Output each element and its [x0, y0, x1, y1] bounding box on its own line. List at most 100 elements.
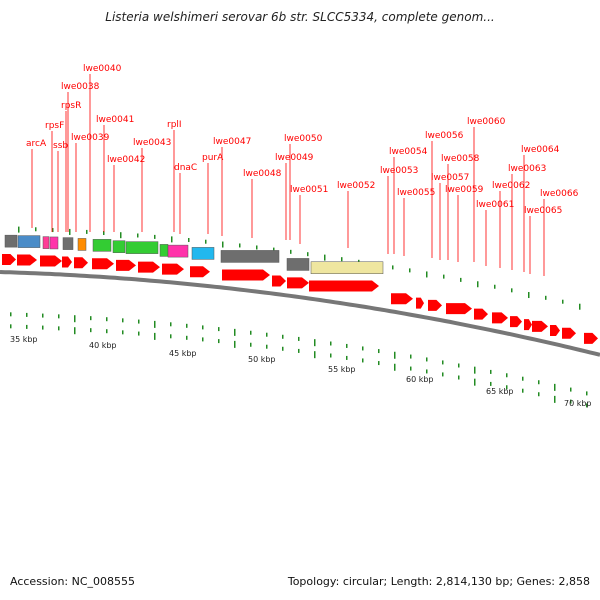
tick-mark	[554, 395, 556, 403]
kbp-label: 55 kbp	[328, 365, 356, 374]
feature-block	[286, 258, 310, 271]
tick-mark	[394, 351, 396, 359]
cds-arrow	[2, 254, 16, 266]
tick-mark	[330, 341, 332, 346]
tick-mark	[35, 227, 37, 232]
feature-block	[125, 241, 159, 254]
tick-mark	[562, 299, 564, 304]
tick-mark	[410, 366, 412, 371]
tick-mark	[362, 358, 364, 363]
tick-mark	[90, 328, 92, 333]
tick-mark	[186, 323, 188, 328]
kbp-tick-group	[10, 226, 588, 396]
tick-mark	[202, 337, 204, 342]
cds-arrow	[550, 324, 560, 336]
tick-mark	[586, 403, 588, 408]
tick-mark	[474, 366, 476, 374]
tick-mark	[538, 380, 540, 385]
gene-label: ssb	[53, 141, 68, 151]
cds-arrow	[446, 303, 472, 315]
tick-mark	[346, 343, 348, 348]
tick-mark	[120, 232, 122, 239]
gene-label: lwe0066	[540, 189, 579, 199]
tick-mark	[222, 241, 224, 248]
cds-arrow	[428, 299, 442, 311]
tick-mark	[330, 353, 332, 358]
tick-mark	[409, 268, 411, 273]
kbp-label: 60 kbp	[406, 375, 434, 384]
tick-mark	[545, 295, 547, 300]
gene-label: lwe0057	[431, 173, 469, 183]
tick-mark	[218, 327, 220, 332]
cds-arrow	[287, 277, 309, 289]
tick-mark	[74, 327, 76, 335]
tick-mark	[106, 329, 108, 334]
tick-mark	[42, 325, 44, 330]
feature-block	[191, 247, 215, 260]
map-title: Listeria welshimeri serovar 6b str. SLCC…	[105, 10, 495, 24]
cds-track	[2, 254, 598, 344]
gene-label: lwe0043	[133, 138, 171, 148]
tick-mark	[298, 336, 300, 341]
tick-mark	[58, 326, 60, 331]
tick-mark	[234, 340, 236, 348]
tick-mark	[138, 319, 140, 324]
kbp-label: 45 kbp	[169, 349, 197, 358]
tick-mark	[74, 315, 76, 323]
tick-mark	[103, 230, 105, 235]
cds-arrow	[391, 293, 413, 305]
tick-mark	[570, 387, 572, 392]
kbp-label: 50 kbp	[248, 355, 276, 364]
tick-mark	[170, 322, 172, 327]
tick-mark	[314, 339, 316, 347]
cds-arrow	[584, 332, 598, 344]
tick-mark	[477, 281, 479, 288]
tick-mark	[490, 381, 492, 386]
tick-mark	[154, 320, 156, 328]
tick-mark	[282, 334, 284, 339]
gene-label: lwe0049	[275, 153, 314, 163]
gene-label: lwe0039	[71, 133, 110, 143]
tick-mark	[362, 346, 364, 351]
gene-label: lwe0058	[441, 154, 480, 164]
tick-mark	[18, 226, 20, 233]
feature-block	[49, 236, 59, 250]
tick-mark	[307, 252, 309, 257]
tick-mark	[58, 314, 60, 319]
tick-mark	[186, 335, 188, 340]
cds-arrow	[74, 257, 88, 269]
gene-label: lwe0050	[284, 134, 323, 144]
tick-mark	[234, 328, 236, 336]
tick-mark	[392, 265, 394, 270]
gene-label: lwe0060	[467, 117, 506, 127]
tick-mark	[378, 361, 380, 366]
tick-mark	[586, 391, 588, 396]
feature-block	[220, 250, 280, 263]
cds-arrow	[162, 263, 184, 275]
gene-label: lwe0051	[290, 185, 328, 195]
tick-mark	[474, 378, 476, 386]
tick-mark	[346, 355, 348, 360]
tick-mark	[522, 388, 524, 393]
tick-mark	[122, 318, 124, 323]
kbp-labels: 35 kbp 40 kbp 45 kbp 50 kbp 55 kbp 60 kbp 65 k…	[10, 335, 592, 408]
feature-block	[77, 238, 87, 251]
gene-label: arcA	[26, 139, 47, 149]
tick-mark	[490, 369, 492, 374]
tick-mark	[188, 238, 190, 243]
tick-mark	[170, 334, 172, 339]
gene-label: lwe0063	[508, 164, 546, 174]
tick-mark	[570, 399, 572, 404]
tick-mark	[511, 288, 513, 293]
tick-mark	[394, 363, 396, 371]
feature-block	[62, 237, 74, 250]
feature-block	[4, 234, 18, 248]
cds-arrow	[309, 280, 379, 292]
tick-mark	[250, 342, 252, 347]
gene-label: rpsF	[45, 121, 64, 131]
cds-arrow	[532, 320, 548, 332]
gene-label: lwe0061	[476, 200, 514, 210]
tick-mark	[314, 351, 316, 359]
gene-label: lwe0048	[243, 169, 282, 179]
